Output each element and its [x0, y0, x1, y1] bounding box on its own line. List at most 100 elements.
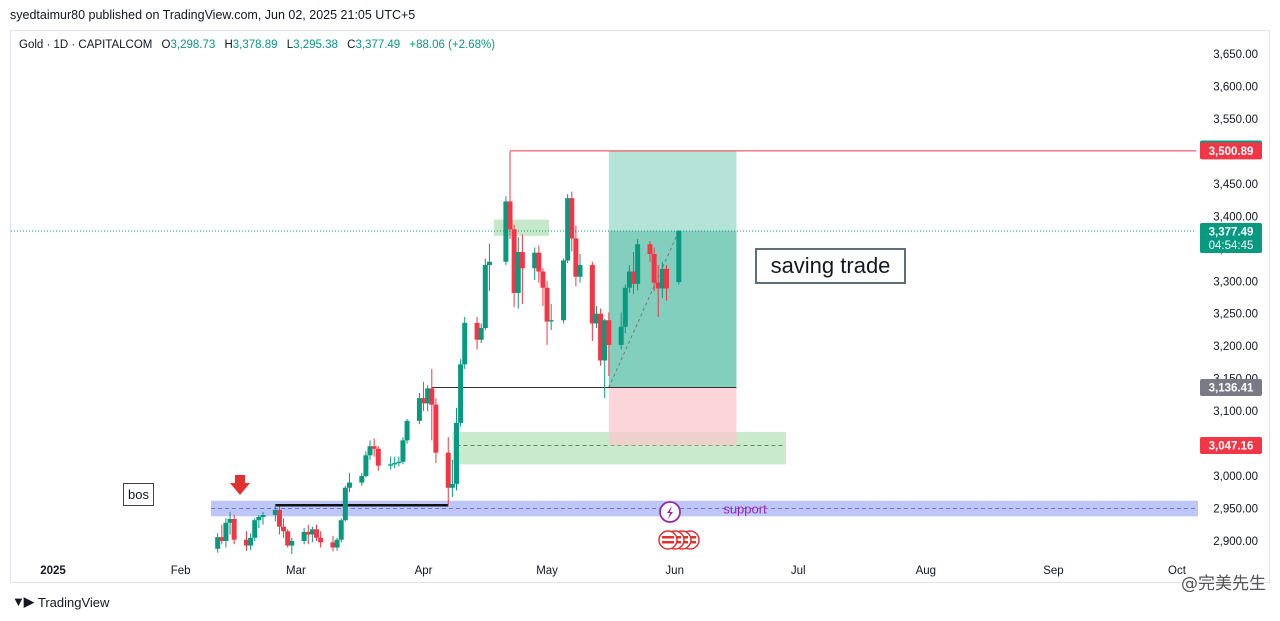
candle[interactable]: [602, 318, 608, 399]
candle[interactable]: [544, 281, 550, 345]
stop-loss-zone[interactable]: [608, 387, 737, 446]
candle[interactable]: [260, 511, 266, 525]
candle[interactable]: [215, 533, 221, 553]
candle[interactable]: [507, 151, 513, 240]
candle-body: [309, 529, 315, 535]
candle[interactable]: [223, 518, 229, 548]
candle[interactable]: [252, 518, 258, 541]
candle[interactable]: [631, 252, 637, 295]
candle[interactable]: [569, 191, 575, 252]
target-zone-filled[interactable]: [608, 230, 737, 388]
candle-body: [404, 420, 410, 441]
candle[interactable]: [536, 245, 542, 283]
candle[interactable]: [458, 359, 464, 427]
candle[interactable]: [433, 398, 439, 464]
candle[interactable]: [392, 456, 398, 469]
candle[interactable]: [655, 265, 661, 317]
candle[interactable]: [400, 437, 406, 465]
candle[interactable]: [503, 196, 509, 266]
candle[interactable]: [425, 385, 431, 412]
candle[interactable]: [453, 407, 459, 491]
candle[interactable]: [445, 437, 451, 506]
candle[interactable]: [244, 531, 250, 551]
candle[interactable]: [540, 268, 546, 306]
lightning-bolt: [667, 506, 673, 519]
candle[interactable]: [248, 533, 254, 551]
candle[interactable]: [309, 526, 315, 543]
candle[interactable]: [663, 265, 669, 301]
candle[interactable]: [429, 368, 435, 441]
candle[interactable]: [363, 451, 369, 478]
time-tick-label: Jun: [665, 565, 684, 577]
candle[interactable]: [565, 194, 571, 264]
candle[interactable]: [626, 265, 632, 293]
candle[interactable]: [482, 258, 488, 330]
candle[interactable]: [478, 323, 484, 343]
us-flag-icon[interactable]: [658, 530, 678, 550]
candle[interactable]: [598, 308, 604, 366]
candle[interactable]: [289, 537, 295, 554]
candle[interactable]: [416, 392, 422, 425]
candle[interactable]: [449, 459, 455, 497]
candle[interactable]: [622, 284, 628, 334]
candle[interactable]: [606, 312, 612, 377]
candle[interactable]: [589, 261, 595, 342]
candle[interactable]: [388, 456, 394, 470]
candle[interactable]: [301, 528, 307, 545]
candle[interactable]: [330, 535, 336, 552]
candle-body: [462, 322, 468, 365]
candle[interactable]: [281, 518, 287, 538]
bos-note[interactable]: bos: [123, 483, 154, 506]
candle[interactable]: [367, 440, 373, 460]
candle-body: [602, 320, 608, 361]
demand-zone-upper[interactable]: [493, 219, 550, 236]
candle[interactable]: [227, 511, 233, 535]
candle[interactable]: [285, 529, 291, 548]
candle[interactable]: [676, 230, 682, 285]
candle[interactable]: [548, 303, 554, 330]
candle[interactable]: [618, 312, 624, 350]
candle[interactable]: [276, 506, 282, 535]
candle[interactable]: [511, 224, 517, 308]
candle[interactable]: [272, 504, 278, 522]
candle[interactable]: [359, 472, 365, 486]
candle[interactable]: [486, 243, 492, 292]
candle[interactable]: [421, 381, 427, 412]
tradingview-footer[interactable]: ▼▶ TradingView: [12, 594, 109, 610]
candle[interactable]: [256, 515, 262, 529]
chart-pane[interactable]: [10, 30, 1270, 583]
candle[interactable]: [651, 247, 657, 292]
candle[interactable]: [371, 438, 377, 457]
candle[interactable]: [334, 537, 340, 551]
candle[interactable]: [318, 531, 324, 548]
candle[interactable]: [577, 253, 583, 283]
candle[interactable]: [346, 472, 352, 493]
candle[interactable]: [342, 485, 348, 522]
candle[interactable]: [659, 261, 665, 299]
candle[interactable]: [593, 305, 599, 329]
candle[interactable]: [375, 446, 381, 471]
candle[interactable]: [519, 234, 525, 304]
low-label: L: [286, 39, 294, 51]
candle[interactable]: [561, 258, 567, 324]
price-tick-label: 3,450.00: [1213, 179, 1258, 191]
candle[interactable]: [573, 225, 579, 287]
saving-trade-note[interactable]: saving trade: [755, 248, 906, 284]
candle[interactable]: [231, 515, 237, 545]
candle[interactable]: [396, 456, 402, 467]
candle[interactable]: [462, 316, 468, 369]
change-value: +88.06 (+2.68%): [409, 39, 496, 51]
candle[interactable]: [314, 524, 320, 541]
candle[interactable]: [635, 239, 641, 291]
candle[interactable]: [647, 241, 653, 262]
candle[interactable]: [404, 418, 410, 444]
candle[interactable]: [219, 524, 225, 545]
candle[interactable]: [474, 316, 480, 350]
candle[interactable]: [305, 524, 311, 545]
candle[interactable]: [532, 247, 538, 280]
candle[interactable]: [338, 518, 344, 543]
candle[interactable]: [515, 237, 521, 309]
target-zone-upper[interactable]: [608, 150, 737, 231]
symbol-name[interactable]: Gold · 1D · CAPITALCOM: [19, 39, 153, 51]
